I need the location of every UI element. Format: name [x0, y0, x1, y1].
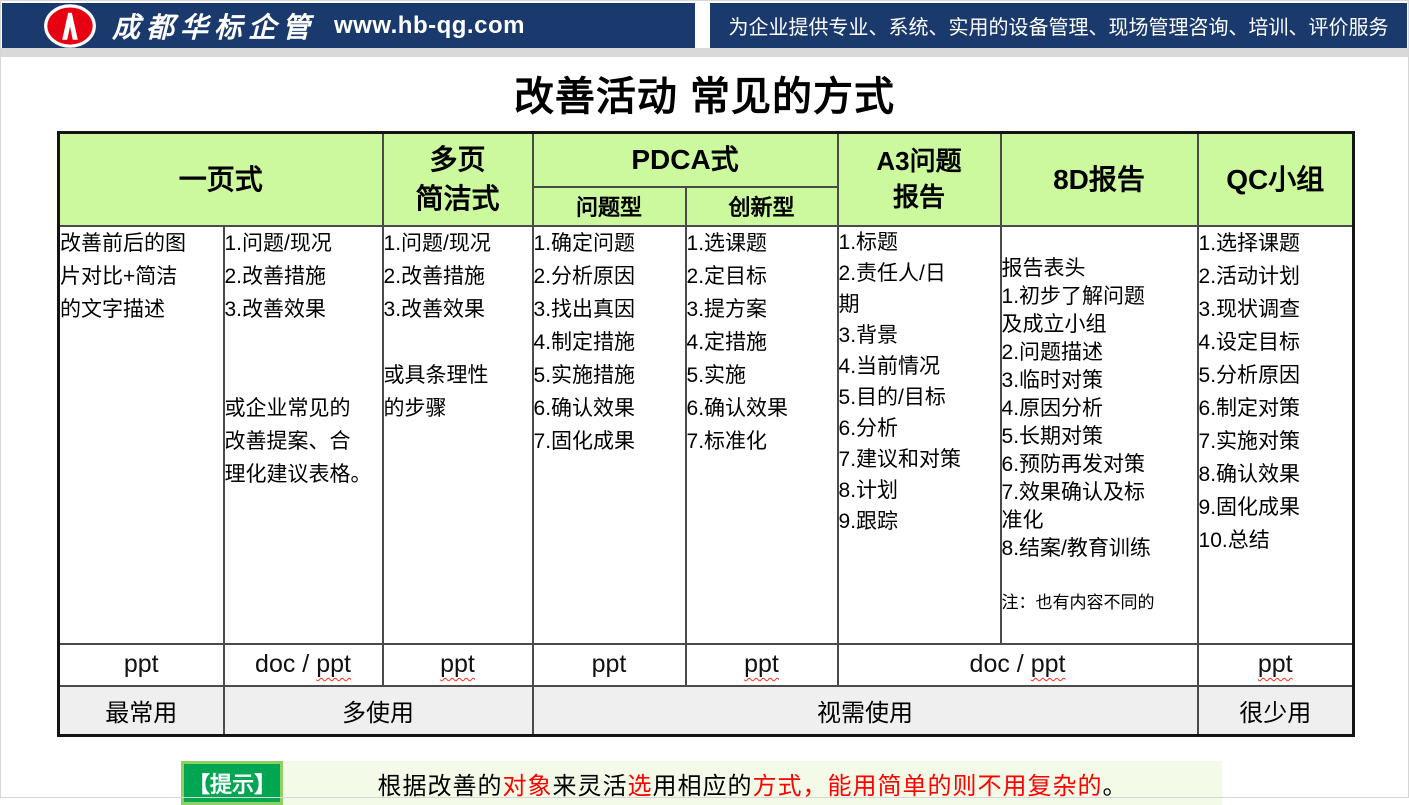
- header-qc-group: QC小组: [1196, 131, 1355, 227]
- tip-segment: 选: [627, 772, 653, 800]
- body-cell-one-page-visual: 改善前后的图 片对比+简洁 的文字描述: [57, 224, 225, 645]
- header-pdca-problem-type: 问题型: [531, 185, 687, 227]
- header-one-page: 一页式: [57, 131, 384, 227]
- body-cell-qc: 1.选择课题 2.活动计划 3.现状调查 4.设定目标 5.分析原因 6.制定对…: [1196, 224, 1355, 645]
- format-cell-one-page-list: doc / ppt: [222, 642, 384, 687]
- body-cell-a3: 1.标题 2.责任人/日 期 3.背景 4.当前情况 5.目的/目标 6.分析 …: [836, 224, 1002, 645]
- body-cell-one-page-list: 1.问题/现况 2.改善措施 3.改善效果 或企业常见的 改善提案、合 理化建议…: [222, 224, 384, 645]
- format-cell-pdca-problem: ppt: [531, 642, 687, 687]
- header-a3-report: A3问题 报告: [836, 131, 1002, 227]
- page-title: 改善活动 常见的方式: [513, 75, 896, 119]
- usage-cell-rarely-used: 很少用: [1196, 684, 1355, 737]
- format-cell-qc: ppt: [1196, 642, 1355, 687]
- body-cell-pdca-problem: 1.确定问题 2.分析原因 3.找出真因 4.制定措施 5.实施措施 6.确认效…: [531, 224, 687, 645]
- format-cell-multi-page: ppt: [381, 642, 534, 687]
- tip-segment: 用相应的: [652, 772, 753, 800]
- services-tagline: 为企业提供专业、系统、实用的设备管理、现场管理咨询、培训、评价服务: [728, 17, 1389, 39]
- format-cell-one-page-visual: ppt: [57, 642, 225, 687]
- format-cell-pdca-innovation: ppt: [684, 642, 839, 687]
- format-cell-a3-8d: doc / ppt: [836, 642, 1199, 687]
- body-cell-8d-steps: 报告表头 1.初步了解问题 及成立小组 2.问题描述 3.临时对策 4.原因分析…: [1001, 256, 1151, 560]
- header-pdca: PDCA式: [531, 131, 839, 188]
- usage-cell-often-used: 多使用: [222, 684, 534, 737]
- header-8d-report: 8D报告: [999, 131, 1199, 227]
- body-cell-pdca-innovation: 1.选课题 2.定目标 3.提方案 4.定措施 5.实施 6.确认效果 7.标准…: [684, 224, 839, 645]
- header-right-bar: 为企业提供专业、系统、实用的设备管理、现场管理咨询、培训、评价服务: [710, 3, 1407, 48]
- usage-cell-as-needed: 视需使用: [531, 684, 1199, 737]
- header-multi-page: 多页 简洁式: [381, 131, 534, 227]
- tip-box: 【提示】 根据改善的 对象 来灵活选用相应的 方式，能用简单的则不用复杂的。: [181, 761, 1222, 805]
- tip-segment: 。: [1102, 772, 1128, 800]
- header-divider-strip: [0, 48, 1409, 57]
- header-pdca-innovation-type: 创新型: [684, 185, 839, 227]
- body-cell-multi-page: 1.问题/现况 2.改善措施 3.改善效果 或具条理性 的步骤: [381, 224, 534, 645]
- tip-text: 根据改善的 对象 来灵活选用相应的 方式，能用简单的则不用复杂的。: [283, 761, 1222, 805]
- website-url: www.hb-qg.com: [334, 11, 525, 39]
- body-cell-8d: 报告表头 1.初步了解问题 及成立小组 2.问题描述 3.临时对策 4.原因分析…: [999, 224, 1199, 645]
- top-header-bar: 成都华标企管 www.hb-qg.com 为企业提供专业、系统、实用的设备管理、…: [0, 0, 1409, 48]
- tip-segment: 来灵活: [552, 772, 628, 800]
- tip-segment: 对象: [502, 772, 553, 800]
- tip-segment: 根据改善的: [377, 772, 503, 800]
- company-name: 成都华标企管: [112, 10, 317, 44]
- usage-cell-most-used: 最常用: [57, 684, 225, 737]
- huabiao-logo-icon: [42, 3, 98, 48]
- tip-badge: 【提示】: [181, 761, 283, 805]
- tip-segment: 方式，能用简单的则不用复杂的: [752, 772, 1103, 800]
- body-cell-8d-note: 注：也有内容不同的: [1001, 592, 1155, 612]
- improvement-methods-table: 一页式 多页 简洁式 PDCA式 A3问题 报告 8D报告 QC小组 问题型 创…: [57, 131, 1356, 737]
- header-left-bar: 成都华标企管 www.hb-qg.com: [2, 3, 695, 48]
